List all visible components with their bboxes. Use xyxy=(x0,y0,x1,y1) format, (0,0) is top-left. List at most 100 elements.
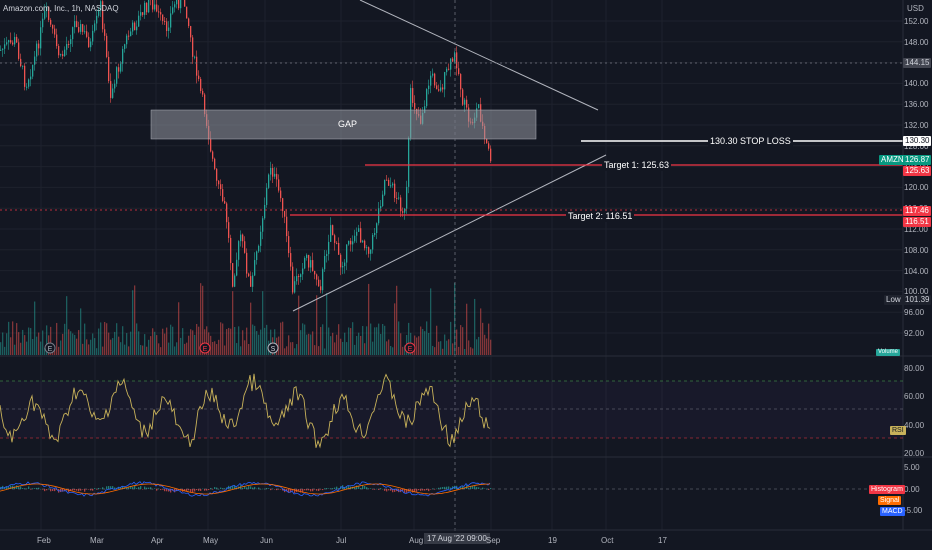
histogram-bar xyxy=(134,485,136,489)
histogram-bar xyxy=(310,489,312,492)
candle-body xyxy=(430,75,432,86)
candle-body xyxy=(188,18,190,27)
histogram-bar xyxy=(142,489,144,490)
volume-bar xyxy=(178,302,180,355)
histogram-bar xyxy=(386,489,388,492)
histogram-bar xyxy=(304,489,306,491)
candle-body xyxy=(82,24,84,32)
histogram-bar xyxy=(358,486,360,489)
histogram-bar xyxy=(36,487,38,489)
gap-box xyxy=(150,109,537,140)
candle-body xyxy=(488,143,490,149)
histogram-bar xyxy=(158,488,160,490)
symbol-header[interactable]: Amazon.com, Inc., 1h, NASDAQ xyxy=(3,4,119,13)
volume-bar xyxy=(456,329,458,355)
price-axis-label: 112.00 xyxy=(904,225,928,234)
candle-body xyxy=(322,269,324,291)
candle-body xyxy=(72,27,74,40)
histogram-bar xyxy=(44,489,46,492)
rsi-axis-40: 40.00 xyxy=(904,421,925,430)
candle-body xyxy=(48,6,50,20)
volume-bar xyxy=(400,333,402,355)
volume-bar xyxy=(424,331,426,355)
histogram-bar xyxy=(406,489,408,493)
volume-bar xyxy=(290,342,292,355)
candle-body xyxy=(230,237,232,264)
volume-bar xyxy=(220,322,222,355)
histogram-bar xyxy=(404,489,406,493)
histogram-bar xyxy=(98,487,100,489)
volume-bar xyxy=(160,347,162,355)
histogram-bar xyxy=(306,489,308,491)
histogram-bar xyxy=(150,487,152,489)
histogram-bar xyxy=(64,489,66,492)
volume-bar xyxy=(418,336,420,355)
volume-bar xyxy=(234,326,236,355)
volume-bar xyxy=(110,339,112,355)
volume-bar xyxy=(318,346,320,355)
volume-bar xyxy=(94,338,96,355)
candle-body xyxy=(246,252,248,274)
candle-body xyxy=(444,72,446,90)
volume-bar xyxy=(488,323,490,355)
volume-bar xyxy=(122,326,124,355)
candle-body xyxy=(436,85,438,90)
volume-bar xyxy=(26,341,28,355)
candle-body xyxy=(34,56,36,65)
histogram-bar xyxy=(198,489,200,491)
volume-bar xyxy=(490,339,492,355)
trend-line-upper xyxy=(359,0,599,111)
histogram-bar xyxy=(300,489,302,493)
candle-body xyxy=(220,184,222,190)
candle-body xyxy=(456,52,458,69)
volume-bar xyxy=(224,345,226,355)
time-label-aug: Aug xyxy=(409,536,424,545)
candle-body xyxy=(140,12,142,16)
histogram-bar xyxy=(298,489,300,492)
histogram-bar xyxy=(78,489,80,492)
volume-bar xyxy=(96,348,98,355)
candle-body xyxy=(70,39,72,45)
candle-body xyxy=(298,276,300,278)
candle-body xyxy=(88,36,90,48)
candle-body xyxy=(214,158,216,169)
histogram-bar xyxy=(462,486,464,489)
candle-body xyxy=(368,247,370,254)
volume-bar xyxy=(206,326,208,355)
price-axis-label: 96.00 xyxy=(904,308,925,318)
trend-line-lower xyxy=(292,154,607,312)
volume-bar xyxy=(4,346,6,355)
candle-body xyxy=(312,260,314,272)
histogram-bar xyxy=(308,489,310,491)
histogram-bar xyxy=(334,487,336,489)
time-label-mar: Mar xyxy=(90,536,104,545)
event-marker-label: E xyxy=(408,346,413,353)
histogram-bar xyxy=(8,486,10,489)
histogram-bar xyxy=(136,488,138,489)
histogram-bar xyxy=(164,489,166,492)
histogram-bar xyxy=(256,488,258,490)
candle-body xyxy=(356,231,358,236)
histogram-bar xyxy=(148,487,150,489)
candle-body xyxy=(394,183,396,198)
candle-body xyxy=(126,35,128,45)
price-tag-stop: 130.30 xyxy=(903,136,932,146)
candle-body xyxy=(142,12,144,15)
candle-body xyxy=(186,6,188,19)
candle-body xyxy=(20,58,22,67)
volume-bar xyxy=(476,339,478,355)
histogram-bar xyxy=(26,488,28,490)
volume-bar xyxy=(44,347,46,355)
candle-body xyxy=(168,27,170,32)
volume-bar xyxy=(14,344,16,355)
volume-bar xyxy=(430,288,432,355)
candle-body xyxy=(284,211,286,217)
histogram-bar xyxy=(234,485,236,489)
volume-bar xyxy=(90,339,92,355)
volume-bar xyxy=(188,335,190,355)
candle-body xyxy=(22,65,24,67)
rsi-axis-80: 80.00 xyxy=(904,364,925,373)
candle-body xyxy=(286,216,288,237)
histogram-bar xyxy=(244,486,246,489)
